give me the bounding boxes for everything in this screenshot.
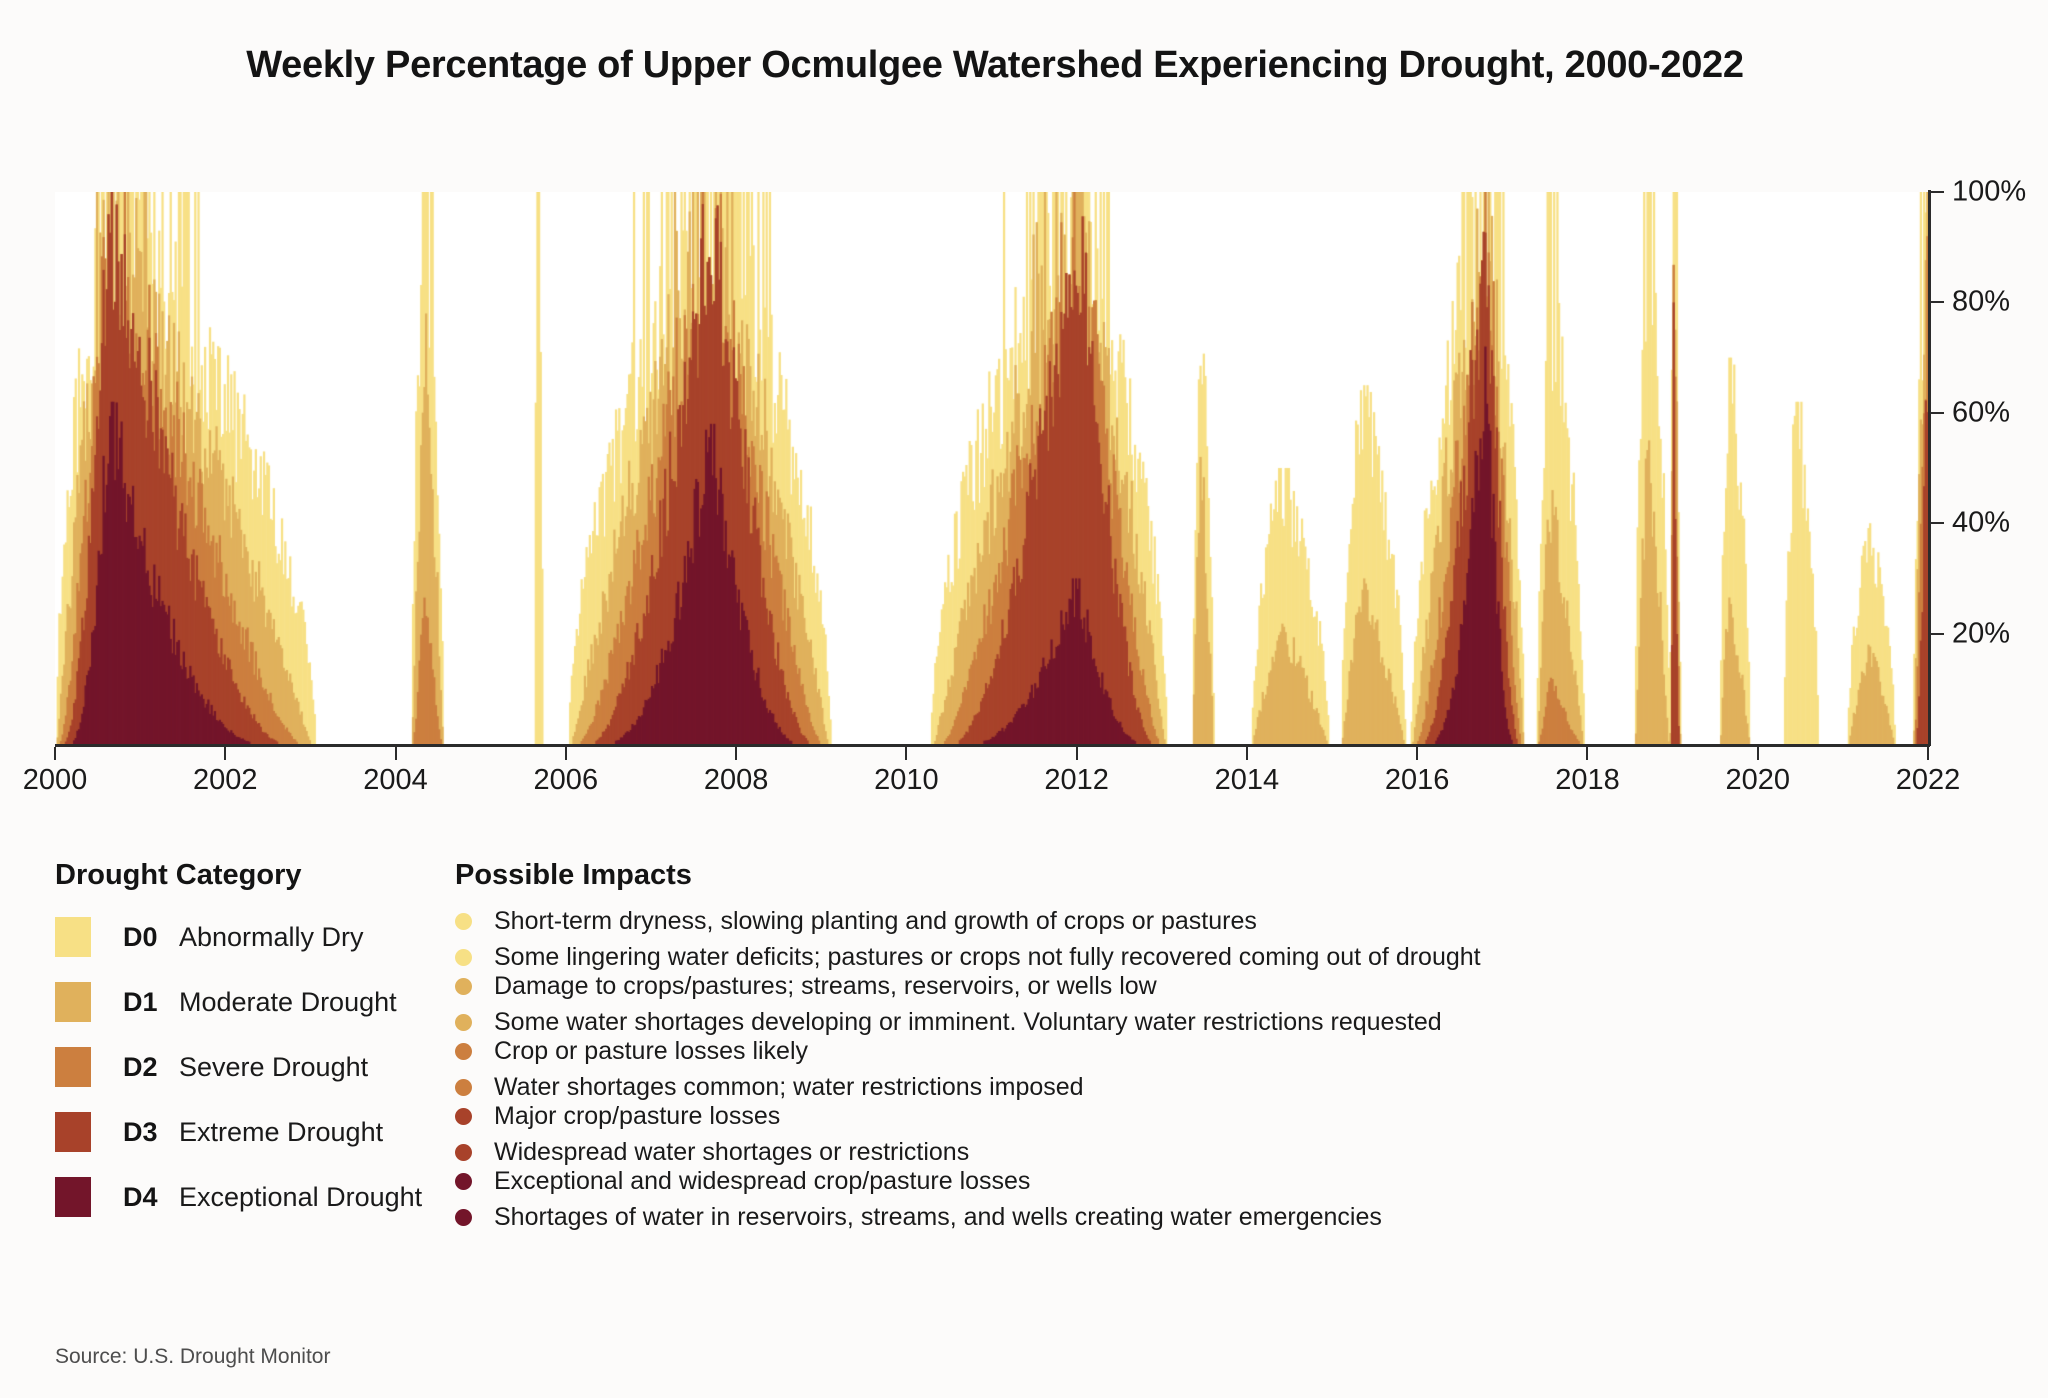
impact-text: Water shortages common; water restrictio… <box>494 1072 1084 1101</box>
y-tick-80% <box>1931 301 1944 304</box>
x-tick-2000 <box>54 747 56 760</box>
impact-bullet-icon <box>455 1143 472 1161</box>
chart-legend: Drought Category Possible Impacts D0 Abno… <box>0 845 2048 1365</box>
impact-bullet-icon <box>455 912 472 930</box>
impact-bullet-icon <box>455 977 472 995</box>
y-tick-label-60%: 60% <box>1952 396 2011 429</box>
y-tick-label-40%: 40% <box>1952 506 2011 539</box>
impact-bullet-icon <box>455 1208 472 1226</box>
legend-label-d1: Moderate Drought <box>179 986 397 1017</box>
legend-swatch-d0 <box>55 917 91 957</box>
legend-code-d3: D3 <box>123 1116 158 1147</box>
impact-row: Damage to crops/pastures; streams, reser… <box>455 968 1442 1004</box>
impact-group-d1: Damage to crops/pastures; streams, reser… <box>455 968 1442 1040</box>
x-tick-label-2004: 2004 <box>363 764 428 796</box>
source-note: Source: U.S. Drought Monitor <box>55 1345 331 1368</box>
x-tick-label-2006: 2006 <box>533 764 599 796</box>
y-tick-100% <box>1931 191 1944 193</box>
impact-text: Short-term dryness, slowing planting and… <box>494 906 1257 935</box>
legend-category-d4[interactable]: D4 Exceptional Drought <box>55 1167 422 1227</box>
x-tick-label-2018: 2018 <box>1555 764 1620 796</box>
x-axis-line <box>55 744 1930 747</box>
impact-bullet-icon <box>455 1172 472 1190</box>
x-tick-2014 <box>1245 747 1248 760</box>
y-tick-60% <box>1931 411 1944 414</box>
impact-bullet-icon <box>455 1078 472 1096</box>
drought-area-canvas <box>55 192 1928 744</box>
legend-category-d0[interactable]: D0 Abnormally Dry <box>55 907 364 967</box>
impact-group-d0: Short-term dryness, slowing planting and… <box>455 903 1481 975</box>
legend-code-d4: D4 <box>123 1181 158 1212</box>
x-tick-2020 <box>1756 747 1759 760</box>
impact-text: Widespread water shortages or restrictio… <box>494 1137 970 1166</box>
legend-swatch-d4 <box>55 1177 91 1217</box>
impact-row: Widespread water shortages or restrictio… <box>455 1134 969 1170</box>
x-tick-2002 <box>224 747 227 760</box>
x-tick-2012 <box>1075 747 1078 760</box>
legend-swatch-d1 <box>55 982 91 1022</box>
legend-category-d1[interactable]: D1 Moderate Drought <box>55 972 397 1032</box>
legend-label-d3: Extreme Drought <box>179 1116 384 1147</box>
legend-category-d3[interactable]: D3 Extreme Drought <box>55 1102 383 1162</box>
impact-bullet-icon <box>455 1013 472 1031</box>
legend-code-d0: D0 <box>123 921 158 952</box>
y-tick-20% <box>1931 632 1944 635</box>
legend-category-d2[interactable]: D2 Severe Drought <box>55 1037 368 1097</box>
impact-row: Exceptional and widespread crop/pasture … <box>455 1163 1382 1199</box>
x-tick-label-2016: 2016 <box>1384 764 1450 796</box>
x-tick-2006 <box>564 747 567 760</box>
y-tick-40% <box>1931 522 1944 525</box>
legend-swatch-d2 <box>55 1047 91 1087</box>
x-tick-2004 <box>394 747 397 760</box>
x-tick-2010 <box>905 747 908 760</box>
y-tick-label-100%: 100% <box>1952 175 2027 208</box>
impact-group-d3: Major crop/pasture losses Widespread wate… <box>455 1098 969 1170</box>
legend-code-d2: D2 <box>123 1051 158 1082</box>
impact-bullet-icon <box>455 1107 472 1125</box>
impact-group-d2: Crop or pasture losses likely Water short… <box>455 1033 1084 1105</box>
y-tick-label-80%: 80% <box>1952 285 2011 318</box>
impact-row: Short-term dryness, slowing planting and… <box>455 903 1481 939</box>
x-tick-label-2010: 2010 <box>874 764 939 796</box>
legend-label-d4: Exceptional Drought <box>179 1181 423 1212</box>
impact-text: Exceptional and widespread crop/pasture … <box>494 1166 1031 1195</box>
x-tick-label-2008: 2008 <box>703 764 769 796</box>
y-tick-label-20%: 20% <box>1952 617 2011 650</box>
x-tick-2018 <box>1586 747 1589 760</box>
x-tick-2016 <box>1416 747 1419 760</box>
page-title: Weekly Percentage of Upper Ocmulgee Wate… <box>246 44 1744 86</box>
x-tick-label-2022: 2022 <box>1895 764 1961 796</box>
drought-chart-plot <box>55 192 1928 744</box>
impact-row: Some water shortages developing or immin… <box>455 1004 1442 1040</box>
impact-text: Shortages of water in reservoirs, stream… <box>494 1202 1382 1231</box>
impact-row: Water shortages common; water restrictio… <box>455 1069 1084 1105</box>
x-tick-label-2012: 2012 <box>1044 764 1109 796</box>
y-axis-line <box>1928 190 1931 746</box>
x-tick-label-2014: 2014 <box>1214 764 1280 796</box>
impact-row: Some lingering water deficits; pastures … <box>455 939 1481 975</box>
impact-row: Crop or pasture losses likely <box>455 1033 1084 1069</box>
x-tick-label-2000: 2000 <box>22 764 88 796</box>
legend-swatch-d3 <box>55 1112 91 1152</box>
drought-category-heading: Drought Category <box>55 859 302 891</box>
impact-row: Shortages of water in reservoirs, stream… <box>455 1199 1382 1235</box>
impact-group-d4: Exceptional and widespread crop/pasture … <box>455 1163 1382 1235</box>
impact-bullet-icon <box>455 948 472 966</box>
impact-text: Crop or pasture losses likely <box>494 1036 809 1065</box>
impact-text: Some lingering water deficits; pastures … <box>494 942 1481 971</box>
impact-text: Damage to crops/pastures; streams, reser… <box>494 971 1157 1000</box>
legend-label-d0: Abnormally Dry <box>179 921 364 952</box>
impact-row: Major crop/pasture losses <box>455 1098 969 1134</box>
legend-code-d1: D1 <box>123 986 158 1017</box>
x-tick-label-2002: 2002 <box>193 764 258 796</box>
x-tick-label-2020: 2020 <box>1725 764 1790 796</box>
legend-label-d2: Severe Drought <box>179 1051 369 1082</box>
x-tick-2022 <box>1927 747 1929 760</box>
x-tick-2008 <box>735 747 738 760</box>
impact-text: Major crop/pasture losses <box>494 1101 781 1130</box>
impact-text: Some water shortages developing or immin… <box>494 1007 1442 1036</box>
impact-bullet-icon <box>455 1042 472 1060</box>
possible-impacts-heading: Possible Impacts <box>455 859 692 891</box>
